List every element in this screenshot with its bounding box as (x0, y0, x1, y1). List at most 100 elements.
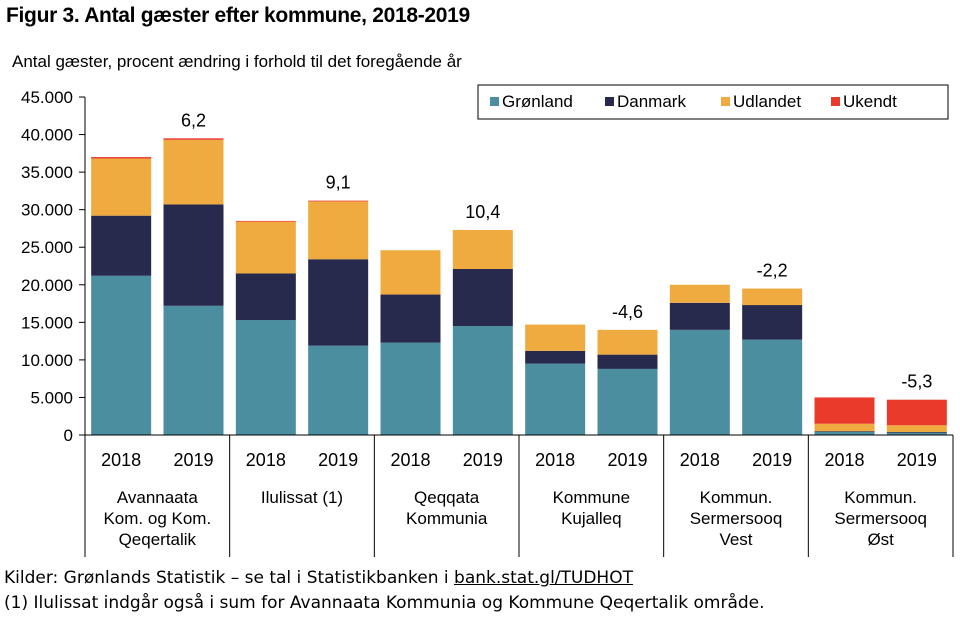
bar-segment-grønland (742, 339, 803, 435)
x-group-label: Avannaata (117, 488, 199, 507)
legend-swatch-udlandet (721, 97, 730, 106)
bar-segment-grønland (235, 320, 296, 435)
bar-segment-udlandet (886, 425, 947, 432)
y-tick-label: 0 (64, 426, 73, 445)
bar-segment-udlandet (163, 139, 224, 205)
legend-swatch-grønland (490, 97, 499, 106)
bar-segment-udlandet (597, 329, 658, 355)
bar-segment-grønland (452, 326, 513, 435)
bar-segment-ukendt (163, 138, 224, 140)
y-tick-label: 10.000 (21, 351, 73, 370)
change-label: -2,2 (757, 261, 788, 281)
y-tick-label: 5.000 (30, 388, 73, 407)
x-group-label: Kom. og Kom. (103, 509, 211, 528)
chart-subtitle: Antal gæster, procent ændring i forhold … (12, 52, 462, 71)
bar-segment-danmark (886, 431, 947, 433)
y-tick-label: 45.000 (21, 88, 73, 107)
x-group-label: Qeqertalik (119, 530, 197, 549)
x-year-label: 2018 (101, 450, 141, 470)
source-line: Kilder: Grønlands Statistik – se tal i S… (4, 568, 633, 588)
bar-segment-ukendt (886, 399, 947, 426)
chart-title: Figur 3. Antal gæster efter kommune, 201… (6, 4, 470, 27)
x-group-label: Vest (719, 530, 752, 549)
legend-label-ukendt: Ukendt (843, 92, 897, 111)
x-year-label: 2018 (680, 450, 720, 470)
bar-segment-danmark (669, 302, 730, 330)
x-year-label: 2019 (463, 450, 503, 470)
x-group-label: Kommun. (844, 488, 917, 507)
bar-segment-grønland (669, 329, 730, 435)
x-year-label: 2019 (173, 450, 213, 470)
bar-segment-udlandet (814, 423, 875, 432)
x-group-label: Øst (867, 530, 894, 549)
y-tick-label: 40.000 (21, 126, 73, 145)
bar-segment-ukendt (814, 397, 875, 424)
stacked-bar-chart: 0 5.000 10.000 15.000 20.000 25.000 30.000 35.0… (21, 84, 954, 557)
x-year-label: 2018 (390, 450, 430, 470)
bar-segment-udlandet (452, 229, 513, 270)
legend-label-udlandet: Udlandet (733, 92, 801, 111)
legend-label-danmark: Danmark (617, 92, 686, 111)
bar-segment-udlandet (669, 284, 730, 303)
bar-segment-grønland (380, 342, 441, 435)
y-tick-label: 35.000 (21, 163, 73, 182)
x-group-label: Ilulissat (1) (261, 488, 343, 507)
bar-segment-danmark (163, 204, 224, 306)
y-tick-label: 25.000 (21, 238, 73, 257)
source-text: Kilder: Grønlands Statistik – se tal i S… (4, 568, 455, 588)
bar-segment-danmark (91, 215, 152, 276)
legend-label-grønland: Grønland (502, 92, 573, 111)
bar-segment-grønland (525, 363, 586, 435)
bar-segment-grønland (814, 431, 875, 435)
bar-segment-ukendt (235, 220, 296, 222)
x-group-label: Sermersooq (834, 509, 927, 528)
legend-swatch-ukendt (831, 97, 840, 106)
bar-segment-danmark (742, 305, 803, 340)
bar-segment-ukendt (91, 157, 152, 159)
y-tick-label: 15.000 (21, 313, 73, 332)
legend-box (477, 84, 949, 120)
x-year-label: 2018 (246, 450, 286, 470)
bar-segment-udlandet (525, 324, 586, 351)
bar-segment-grønland (308, 345, 369, 435)
bar-segment-ukendt (308, 200, 369, 202)
bar-segment-udlandet (380, 250, 441, 295)
bar-segment-danmark (525, 350, 586, 364)
x-group-label: Kommunia (406, 509, 488, 528)
x-year-label: 2018 (824, 450, 864, 470)
x-group-label: Kommune (553, 488, 630, 507)
x-year-label: 2019 (752, 450, 792, 470)
x-group-label: Sermersooq (690, 509, 783, 528)
bar-segment-grønland (597, 368, 658, 435)
change-label: -5,3 (901, 372, 932, 392)
bar-segment-udlandet (235, 221, 296, 274)
bar-segment-danmark (380, 294, 441, 343)
y-tick-label: 20.000 (21, 276, 73, 295)
footnote: (1) Ilulissat indgår også i sum for Avan… (4, 593, 765, 613)
x-year-label: 2019 (318, 450, 358, 470)
change-label: 9,1 (326, 173, 351, 193)
bar-segment-grønland (886, 432, 947, 435)
legend-swatch-danmark (605, 97, 614, 106)
y-tick-label: 30.000 (21, 201, 73, 220)
change-label: 6,2 (181, 110, 206, 130)
bar-segment-udlandet (308, 201, 369, 260)
source-link[interactable]: bank.stat.gl/TUDHOT (454, 568, 633, 588)
x-year-label: 2018 (535, 450, 575, 470)
x-group-label: Kujalleq (561, 509, 622, 528)
x-group-label: Kommun. (700, 488, 773, 507)
x-group-label: Qeqqata (414, 488, 480, 507)
bar-segment-udlandet (91, 158, 152, 216)
bar-segment-danmark (308, 259, 369, 346)
bar-segment-danmark (597, 354, 658, 369)
change-label: -4,6 (612, 302, 643, 322)
x-year-label: 2019 (897, 450, 937, 470)
bar-segment-danmark (235, 273, 296, 321)
bar-segment-grønland (163, 305, 224, 435)
change-label: 10,4 (465, 202, 500, 222)
bar-segment-grønland (91, 275, 152, 435)
bar-segment-udlandet (742, 288, 803, 306)
bar-segment-danmark (452, 269, 513, 327)
x-year-label: 2019 (607, 450, 647, 470)
bar-segment-danmark (814, 431, 875, 432)
